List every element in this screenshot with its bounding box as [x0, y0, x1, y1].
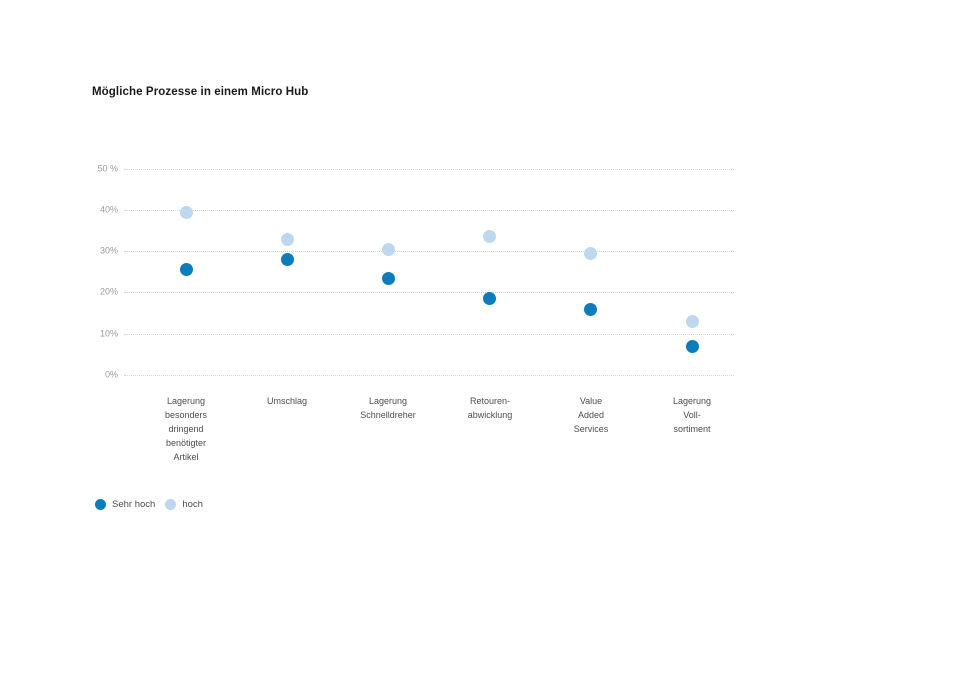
gridline	[124, 209, 734, 211]
data-point-hoch	[280, 232, 294, 246]
x-axis-category-label: Lagerung besonders dringend benötigter A…	[164, 396, 208, 462]
gridline	[124, 250, 734, 252]
x-axis-category-label: Value Added Services	[573, 396, 609, 434]
chart-title: Mögliche Prozesse in einem Micro Hub	[92, 86, 309, 98]
data-point-sehr-hoch	[381, 271, 395, 285]
x-axis-category-label: Retouren- abwicklung	[467, 396, 513, 420]
y-axis-tick-label: 50 %	[97, 163, 118, 174]
legend: Sehr hoch hoch	[95, 499, 213, 510]
legend-dot-sehr-hoch	[95, 499, 106, 510]
data-point-sehr-hoch	[584, 302, 598, 316]
data-point-hoch	[483, 230, 497, 244]
x-axis-category-label: Lagerung Schnelldreher	[360, 396, 416, 420]
data-point-sehr-hoch	[280, 253, 294, 267]
legend-item-hoch: hoch	[165, 499, 203, 510]
data-point-sehr-hoch	[179, 263, 193, 277]
y-axis-tick-label: 30%	[99, 245, 118, 256]
x-axis-category-label: Lagerung Voll- sortiment	[672, 396, 712, 434]
legend-dot-hoch	[165, 499, 177, 510]
data-point-sehr-hoch	[685, 339, 699, 353]
gridline	[124, 333, 734, 335]
x-axis-category-label: Umschlag	[266, 396, 307, 406]
gridline	[124, 374, 734, 376]
gridline	[124, 291, 734, 293]
gridline	[124, 168, 734, 170]
data-point-hoch	[179, 205, 193, 219]
data-point-sehr-hoch	[483, 292, 497, 306]
legend-label-sehr-hoch: Sehr hoch	[112, 499, 156, 510]
data-point-hoch	[381, 242, 395, 256]
y-axis-tick-label: 40%	[99, 204, 118, 215]
legend-item-sehr-hoch: Sehr hoch	[95, 499, 155, 510]
y-axis-tick-label: 20%	[99, 286, 118, 297]
legend-label-hoch: hoch	[182, 499, 203, 510]
data-point-hoch	[685, 314, 699, 328]
y-axis-tick-label: 10%	[99, 328, 118, 339]
y-axis-tick-label: 0%	[104, 369, 118, 380]
data-point-hoch	[584, 246, 598, 260]
